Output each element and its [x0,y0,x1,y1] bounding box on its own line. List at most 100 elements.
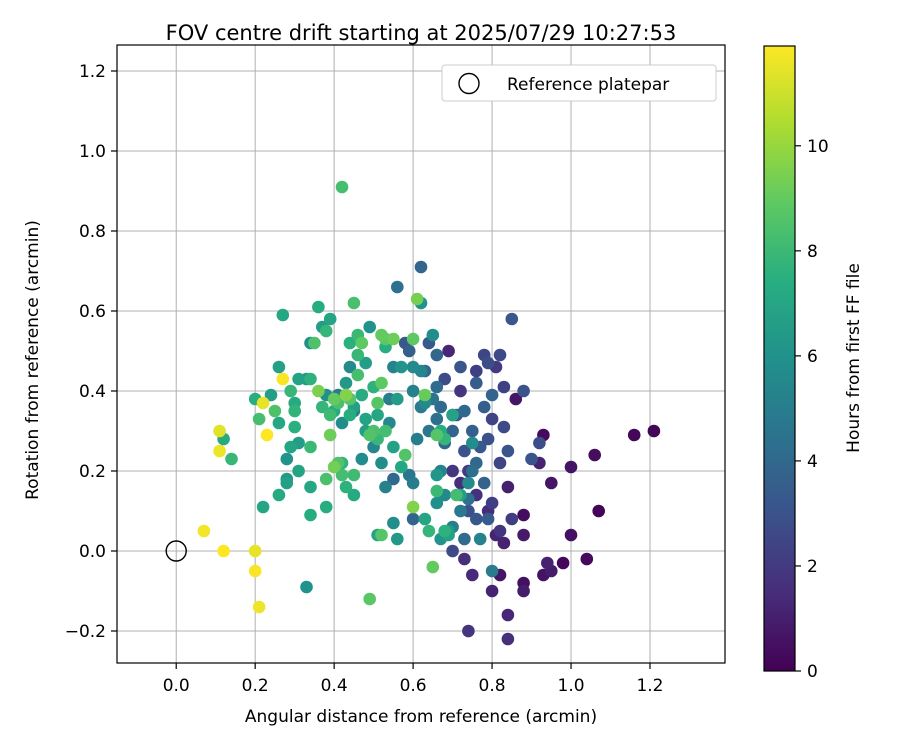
data-points [197,180,661,646]
data-point [533,436,546,450]
y-tick-label: 0.6 [79,302,106,322]
x-tick-label: 1.2 [636,676,663,696]
data-point [493,348,507,362]
data-point [248,544,262,558]
data-point [398,448,412,462]
data-point [355,388,369,402]
data-point [268,404,282,418]
colorbar-tick-label: 4 [807,452,818,472]
data-point [292,372,305,386]
data-point [379,480,392,494]
data-point [517,508,530,522]
x-tick-label: 1.0 [558,676,585,696]
data-point [470,364,483,378]
data-point [505,512,519,526]
data-point [387,472,400,486]
data-point [580,552,594,566]
data-point [213,424,226,438]
legend-box [441,64,717,102]
data-point [327,460,341,474]
data-point [375,328,388,342]
data-point [335,416,349,430]
data-point [363,320,377,334]
data-point [375,456,388,470]
data-point [197,524,211,538]
data-point [304,372,317,386]
data-point [272,416,286,430]
data-point [466,464,479,478]
data-point [213,444,226,458]
data-point [395,460,408,474]
colorbar-tick-label: 2 [807,557,818,577]
data-point [497,536,511,550]
data-point [280,452,294,466]
data-point [304,508,317,522]
data-point [430,380,444,394]
y-tick-label: 0.2 [79,462,106,482]
data-point [323,312,337,326]
data-point [556,556,570,570]
data-point [430,348,444,362]
data-point [335,180,349,194]
data-point [339,480,353,494]
data-point [438,524,452,538]
data-point [505,312,519,326]
data-point [319,472,333,486]
data-point [391,280,404,294]
data-point [564,460,578,474]
data-point [406,476,420,490]
data-point [454,504,467,518]
data-point [339,376,353,390]
data-point [458,552,471,566]
data-point [485,564,499,578]
data-point [430,428,444,442]
grid-lines [117,45,725,663]
data-point [410,292,424,306]
data-point [525,452,538,466]
data-point [276,372,290,386]
data-point [430,412,444,426]
data-point [355,452,369,466]
data-point [485,388,499,402]
data-point [391,532,404,546]
data-point [414,260,428,274]
data-point [627,428,641,442]
data-point [387,440,400,454]
data-point [442,344,455,358]
data-point [485,584,499,598]
data-point [256,500,270,514]
data-point [284,440,298,454]
data-point [276,308,290,322]
data-point [252,600,266,614]
y-tick-label: 1.2 [79,62,106,82]
colorbar-ticks: 0 2 4 6 8 10 [795,137,829,682]
data-point [343,360,357,374]
data-point [410,432,424,446]
data-point [351,348,365,362]
data-point [264,388,278,402]
y-axis-label: Rotation from reference (arcmin) [23,220,43,500]
data-point [304,440,317,454]
legend: Reference platepar [441,64,717,102]
data-point [470,376,483,390]
data-point [387,516,400,530]
y-tick-label: 0.4 [79,382,106,402]
data-point [426,560,440,574]
data-point [351,368,365,382]
data-point [323,428,337,442]
data-point [284,384,298,398]
chart-title: FOV centre drift starting at 2025/07/29 … [166,21,677,45]
data-point [485,496,499,510]
data-point [477,400,491,414]
data-point [359,412,373,426]
data-point [462,624,475,638]
data-point [248,564,262,578]
data-point [363,428,377,442]
data-point [458,444,471,458]
data-point [438,372,452,386]
data-point [406,360,420,374]
data-point [454,360,467,374]
data-point [541,556,554,570]
data-point [458,532,471,546]
